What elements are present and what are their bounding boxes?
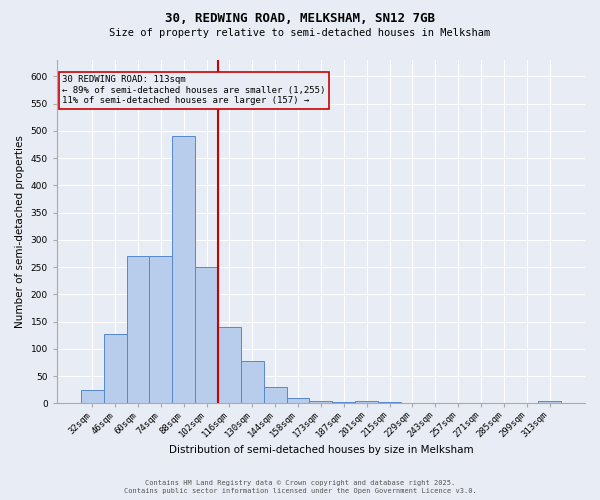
Bar [81,390,104,404]
Bar [310,400,332,404]
Y-axis label: Number of semi-detached properties: Number of semi-detached properties [15,135,25,328]
Bar [355,400,378,404]
Bar [378,402,401,404]
Bar [127,256,149,404]
Bar [172,136,195,404]
Bar [287,398,310,404]
Bar [104,334,127,404]
Bar [470,403,493,404]
Bar [424,403,446,404]
Text: Contains HM Land Registry data © Crown copyright and database right 2025.
Contai: Contains HM Land Registry data © Crown c… [124,480,476,494]
Bar [493,403,515,404]
Bar [332,402,355,404]
Bar [218,327,241,404]
Bar [515,403,538,404]
Bar [264,387,287,404]
Bar [241,361,264,404]
Bar [538,401,561,404]
Bar [149,256,172,404]
Text: Size of property relative to semi-detached houses in Melksham: Size of property relative to semi-detach… [109,28,491,38]
Text: 30 REDWING ROAD: 113sqm
← 89% of semi-detached houses are smaller (1,255)
11% of: 30 REDWING ROAD: 113sqm ← 89% of semi-de… [62,76,325,105]
X-axis label: Distribution of semi-detached houses by size in Melksham: Distribution of semi-detached houses by … [169,445,473,455]
Bar [446,403,470,404]
Text: 30, REDWING ROAD, MELKSHAM, SN12 7GB: 30, REDWING ROAD, MELKSHAM, SN12 7GB [165,12,435,26]
Bar [195,267,218,404]
Bar [401,403,424,404]
